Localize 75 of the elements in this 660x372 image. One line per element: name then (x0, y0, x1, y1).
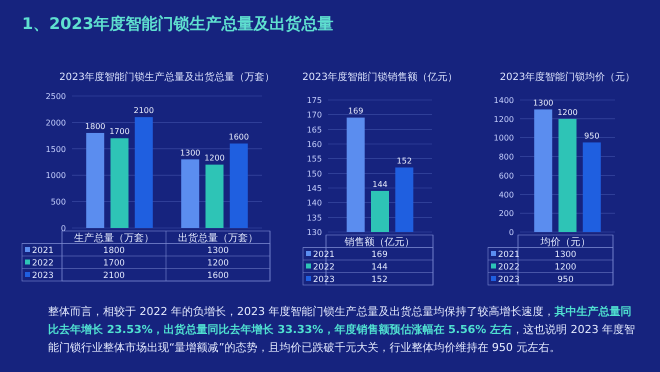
data-label: 152 (396, 156, 412, 166)
legend-label: 2023 (498, 275, 520, 285)
legend-label: 2023 (32, 271, 54, 281)
y-tick-label: 175 (306, 96, 322, 105)
legend-label: 2022 (313, 262, 335, 272)
x-tick-label: 销售额（亿元） (344, 236, 414, 248)
data-label: 1300 (207, 246, 229, 256)
text: 152 (371, 275, 388, 285)
chart-title: 2023年度智能门锁销售额（亿元） (302, 71, 458, 83)
text: 整体而言，相较于 2022 年的负增长，2023 年度智能门锁生产总量及出货总量均保持了较高增长速度，其中生产总量同比去年增长 23.53%，出货总量同比去年增长 33.33%，年度销售额预估涨幅在 5.56% 左右，这也说明 2023 年度智能门锁行业整体市场出现“量增额减”的态势，且均价已跌破千元大关，行业整体均价维持在 950 元左右。 (48, 305, 636, 354)
data-label: 1300 (533, 98, 554, 108)
y-tick-label: 150 (306, 169, 322, 178)
y-tick-label: 1200 (494, 114, 514, 124)
data-label: 1600 (207, 271, 229, 281)
bar (558, 118, 576, 232)
chart-title: 2023年度智能门锁均价（元） (500, 71, 636, 83)
bar (534, 109, 552, 232)
text: 144 (371, 262, 388, 272)
legend-label: 2022 (498, 262, 520, 272)
legend-label: 2023 (313, 275, 335, 285)
y-tick-label: 400 (498, 190, 514, 200)
y-tick-label: 140 (306, 198, 322, 208)
annotation: 1200 (204, 154, 225, 163)
y-tick-label: 170 (306, 110, 322, 120)
data-label: 144 (372, 180, 388, 189)
bar (582, 142, 601, 232)
y-tick-label: 2500 (46, 92, 66, 101)
text: 1、2023年度智能门锁生产总量及出货总量 (22, 14, 334, 33)
data-label: 169 (348, 106, 364, 116)
bar (230, 144, 248, 228)
legend-label: 2021 (498, 250, 520, 260)
x-tick-label: 生产总量（万套） (74, 232, 154, 244)
bar (181, 159, 200, 228)
legend-label: 2021 (313, 250, 335, 260)
y-tick-label: 1000 (494, 134, 514, 143)
legend-label: 2022 (32, 258, 54, 268)
y-tick-label: 600 (498, 171, 514, 180)
y-tick-label: 200 (498, 209, 514, 218)
annotation: 2100 (134, 106, 154, 116)
y-tick-label: 1500 (46, 144, 66, 154)
bar (206, 164, 224, 228)
y-tick-label: 500 (50, 198, 66, 207)
annotation: 1600 (228, 132, 249, 142)
text: 1300 (554, 250, 576, 260)
bar (110, 138, 128, 228)
annotation: 1700 (109, 127, 130, 136)
legend-label: 2021 (32, 246, 54, 256)
y-tick-label: 1400 (494, 96, 514, 105)
data-label: 1800 (103, 246, 125, 256)
text: 950 (557, 275, 574, 285)
y-tick-label: 0 (508, 228, 514, 237)
data-label: 1700 (103, 258, 125, 268)
data-label: 950 (584, 131, 600, 140)
annotation: 1300 (180, 148, 200, 158)
x-tick-label: 均价（元） (540, 236, 590, 248)
y-tick-label: 160 (306, 140, 322, 149)
y-tick-label: 130 (306, 228, 322, 237)
chart-title: 2023年度智能门锁生产总量及出货总量（万套） (59, 71, 275, 83)
y-tick-label: 155 (306, 154, 322, 164)
y-tick-label: 135 (306, 213, 322, 222)
data-label: 1200 (207, 258, 229, 268)
y-tick-label: 800 (498, 152, 514, 162)
y-tick-label: 145 (306, 184, 322, 193)
data-label: 1200 (557, 108, 578, 117)
y-tick-label: 2000 (46, 118, 66, 128)
y-tick-label: 165 (306, 125, 322, 134)
y-tick-label: 0 (60, 224, 66, 233)
data-label: 2100 (103, 271, 125, 281)
bar (86, 132, 104, 228)
x-tick-label: 出货总量（万套） (178, 232, 258, 244)
bar (134, 117, 153, 228)
text: 169 (371, 250, 388, 260)
text: 1200 (554, 262, 576, 272)
y-tick-label: 1000 (46, 171, 66, 180)
annotation: 1800 (85, 122, 106, 131)
